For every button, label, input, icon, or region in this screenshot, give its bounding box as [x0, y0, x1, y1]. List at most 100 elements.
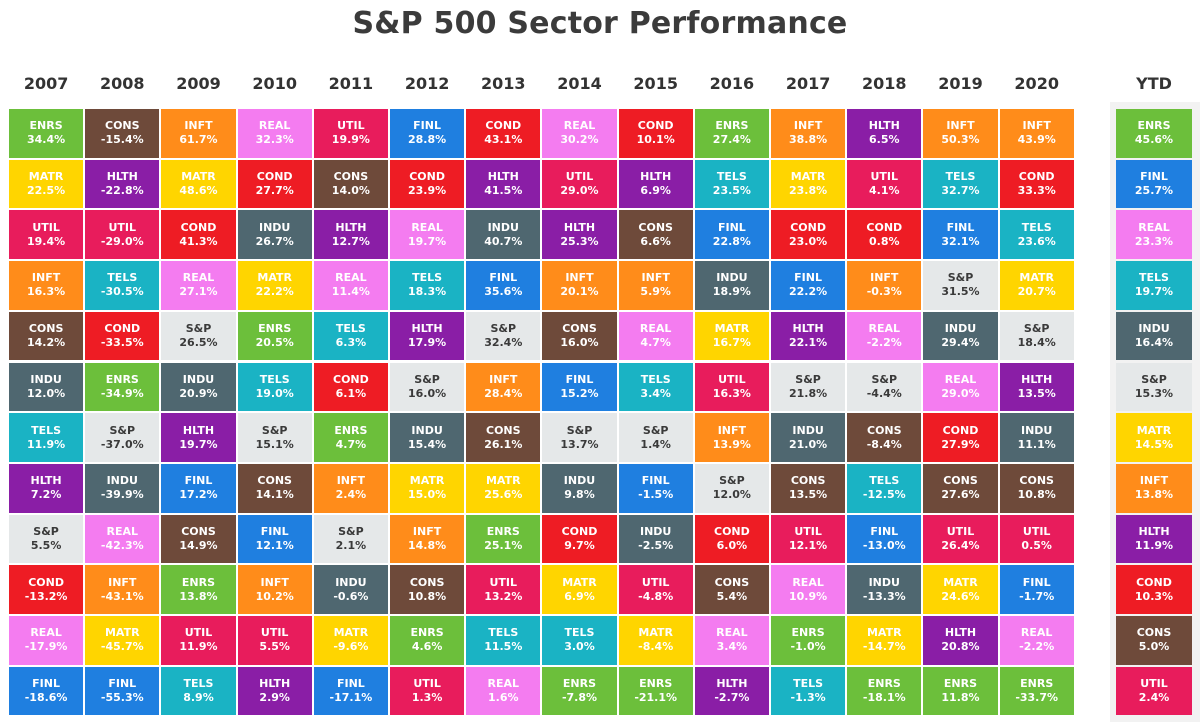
cell-2015-rank-8: FINL -1.5% [618, 463, 693, 513]
cell-2007-rank-11: REAL -17.9% [9, 616, 84, 665]
cell-2012-rank-8: MATR 15.0% [390, 463, 465, 513]
cell-2020-rank-1: INFT 43.9% [999, 109, 1074, 158]
cell-2020-rank-4: MATR 20.7% [999, 261, 1074, 310]
sector-code: MATR [28, 170, 64, 184]
sector-code: INDU [868, 575, 900, 589]
sector-code: ENRS [29, 119, 63, 133]
sector-code: UTIL [1022, 524, 1051, 538]
cell-2014-rank-7: S&P 13.7% [542, 413, 617, 462]
sector-code: FINL [108, 677, 137, 691]
cell-2009-rank-7: HLTH 19.7% [161, 413, 236, 462]
sector-code: UTIL [260, 626, 289, 640]
cell-2007-rank-7: TELS 11.9% [9, 413, 84, 462]
sector-return: 40.7% [484, 234, 523, 248]
sector-return: 11.5% [484, 640, 523, 654]
sector-return: 48.6% [179, 184, 218, 198]
sector-code: HLTH [944, 626, 977, 640]
cell-2013-rank-11: TELS 11.5% [466, 616, 541, 665]
cell-ytd-rank-12: UTIL 2.4% [1116, 666, 1192, 716]
cell-2009-rank-8: FINL 17.2% [161, 463, 236, 513]
cell-2017-rank-11: ENRS -1.0% [771, 616, 846, 665]
sector-return: 24.6% [941, 589, 980, 603]
cell-2010-rank-6: TELS 19.0% [237, 362, 312, 412]
sector-code: UTIL [565, 170, 594, 184]
sector-return: 11.9% [27, 437, 66, 451]
cell-2013-rank-8: MATR 25.6% [466, 463, 541, 513]
sector-code: ENRS [715, 119, 749, 133]
sector-return: 14.8% [408, 538, 447, 552]
sector-return: 10.2% [255, 589, 294, 603]
sector-code: INDU [487, 220, 519, 234]
cell-2015-rank-2: HLTH 6.9% [618, 159, 693, 209]
cell-2020-rank-3: TELS 23.6% [999, 210, 1074, 260]
cell-2010-rank-2: COND 27.7% [237, 159, 312, 209]
cell-2009-rank-12: TELS 8.9% [161, 666, 236, 716]
sector-return: 5.4% [716, 589, 748, 603]
sector-code: FINL [1140, 170, 1168, 184]
cell-2007-rank-9: S&P 5.5% [9, 514, 84, 564]
sector-code: TELS [945, 170, 976, 184]
sector-code: INDU [563, 474, 596, 488]
sector-code: CONS [943, 474, 978, 488]
sector-return: 22.8% [712, 234, 751, 248]
sector-return: 22.2% [255, 285, 294, 299]
cell-2013-rank-3: INDU 40.7% [466, 210, 541, 260]
sector-return: 1.4% [640, 437, 671, 451]
sector-code: MATR [1136, 423, 1172, 437]
sector-code: MATR [790, 170, 826, 184]
cell-2008-rank-4: TELS -30.5% [85, 261, 160, 310]
sector-code: TELS [107, 271, 138, 285]
cell-2012-rank-7: INDU 15.4% [390, 413, 465, 462]
sector-code: COND [866, 220, 903, 234]
sector-return: 29.4% [941, 336, 980, 350]
sector-code: S&P [1141, 372, 1167, 386]
cell-2014-rank-9: COND 9.7% [542, 514, 617, 564]
sector-code: MATR [409, 474, 445, 488]
cell-2010-rank-8: CONS 14.1% [237, 463, 312, 513]
sector-return: -15.4% [100, 133, 144, 147]
cell-2011-rank-7: ENRS 4.7% [313, 413, 388, 462]
sector-code: UTIL [413, 677, 441, 691]
sector-code: CONS [105, 119, 140, 133]
cell-2018-rank-12: ENRS -18.1% [847, 666, 922, 716]
sector-return: 16.4% [1134, 336, 1174, 350]
cell-ytd-rank-1: ENRS 45.6% [1116, 109, 1192, 158]
cell-2019-rank-6: REAL 29.0% [923, 362, 998, 412]
cell-2020-rank-11: REAL -2.2% [999, 616, 1074, 665]
sector-code: CONS [1019, 474, 1054, 488]
sector-return: -13.0% [862, 538, 906, 552]
sector-code: S&P [795, 372, 821, 386]
cell-2008-rank-3: UTIL -29.0% [85, 210, 160, 260]
sector-return: 7.2% [30, 488, 62, 502]
sector-code: FINL [1022, 575, 1051, 589]
sector-code: TELS [412, 271, 443, 285]
cell-2012-rank-9: INFT 14.8% [390, 514, 465, 564]
cell-2015-rank-12: ENRS -21.1% [618, 666, 693, 716]
cell-2009-rank-4: REAL 27.1% [161, 261, 236, 310]
sector-return: 50.3% [941, 133, 980, 147]
sector-return: 6.6% [640, 234, 671, 248]
sector-return: -30.5% [100, 285, 144, 299]
sector-return: 2.4% [1138, 691, 1170, 705]
sector-code: FINL [565, 372, 594, 386]
sector-return: 11.1% [1017, 437, 1056, 451]
sector-return: 14.2% [27, 336, 66, 350]
sector-code: COND [1136, 575, 1172, 589]
sector-return: 29.0% [941, 386, 980, 400]
sector-code: UTIL [489, 575, 518, 589]
sector-code: COND [409, 170, 445, 184]
column-header-2017: 2017 [785, 74, 831, 93]
cell-ytd-rank-8: INFT 13.8% [1116, 463, 1192, 513]
sector-code: ENRS [486, 524, 520, 538]
sector-code: ENRS [258, 322, 292, 336]
sector-code: INDU [335, 575, 367, 589]
cell-2018-rank-11: MATR -14.7% [847, 616, 922, 665]
cell-2014-rank-6: FINL 15.2% [542, 362, 617, 412]
sector-return: -17.1% [329, 691, 373, 705]
sector-return: 20.1% [560, 285, 599, 299]
cell-2018-rank-3: COND 0.8% [847, 210, 922, 260]
sector-code: COND [714, 524, 750, 538]
cell-2019-rank-12: ENRS 11.8% [923, 666, 998, 716]
sector-return: 61.7% [179, 133, 218, 147]
cell-2018-rank-6: S&P -4.4% [847, 362, 922, 412]
